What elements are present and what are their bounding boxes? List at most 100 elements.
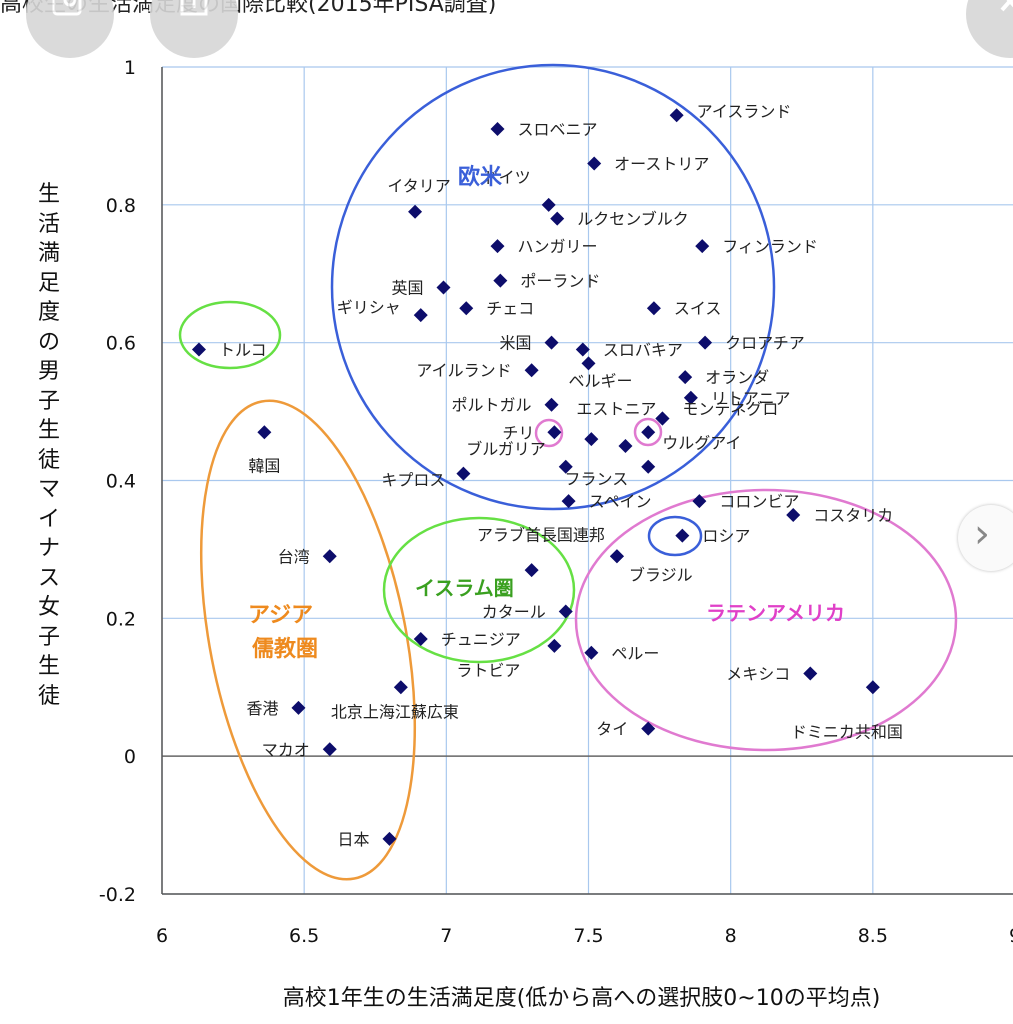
point-label: コスタリカ [813, 506, 893, 525]
data-point [865, 680, 880, 695]
point-label: カタール [482, 602, 546, 621]
data-point [669, 108, 684, 123]
data-point [678, 370, 693, 385]
axes: 6 6.5 7 7.5 8 8.5 9 -0.2 0 0.2 0.4 0.6 0.8 1 [99, 57, 1013, 947]
data-point [541, 197, 556, 212]
point-label: ポーランド [520, 272, 600, 291]
point-label: イタリア [387, 177, 450, 196]
point-label: スペイン [589, 492, 652, 511]
x-tick-label: 6 [156, 925, 168, 947]
x-tick-label: 6.5 [289, 925, 319, 947]
data-point [675, 528, 690, 543]
chevron-right-icon: › [974, 511, 990, 557]
point-label: ハンガリー [518, 237, 598, 256]
data-point [544, 335, 559, 350]
data-point [587, 156, 602, 171]
y-tick-label: 0.2 [106, 608, 136, 630]
close-icon [1000, 0, 1013, 12]
point-label: 米国 [500, 334, 532, 353]
point-label: クロアチア [725, 334, 805, 353]
y-tick-label: 1 [124, 57, 136, 79]
point-label: アイスランド [697, 102, 792, 121]
data-point [322, 549, 337, 564]
data-point [550, 211, 565, 226]
point-label: スイス [674, 299, 722, 318]
point-label: リトアニア [711, 389, 791, 408]
y-tick-label: 0.4 [106, 471, 136, 493]
point-label: メキシコ [726, 664, 790, 683]
x-tick-label: 8 [725, 925, 737, 947]
data-point [413, 308, 428, 323]
group-labels: 欧米 アジア 儒教圏 イスラム圏 ラテンアメリカ [248, 164, 845, 662]
data-point [575, 342, 590, 357]
data-point [490, 122, 505, 137]
data-point [257, 425, 272, 440]
data-point [581, 356, 596, 371]
data-point [191, 342, 206, 357]
point-label: スロバキア [603, 341, 683, 360]
point-label: アラブ首長国連邦 [477, 525, 605, 544]
data-point [436, 280, 451, 295]
ellipse-uruguay [633, 417, 663, 447]
data-point [695, 239, 710, 254]
point-label: オーストリア [614, 154, 709, 173]
data-point [641, 459, 656, 474]
point-label: ドイツ [483, 168, 531, 187]
next-image-button[interactable]: › [958, 505, 1013, 571]
point-label: 台湾 [278, 547, 310, 566]
point-label: チェコ [486, 299, 534, 318]
data-point [584, 432, 599, 447]
point-label: ロシア [702, 527, 750, 546]
point-label: スロベニア [518, 120, 598, 139]
point-label: ペルー [611, 644, 659, 663]
data-point [490, 239, 505, 254]
y-axis-label: 生活満足度の男子生徒マイナス女子生徒 [37, 182, 60, 709]
y-tick-label: 0.6 [106, 333, 136, 355]
point-label: ベルギー [569, 371, 633, 390]
point-label: マカオ [262, 740, 310, 759]
x-tick-label: 7.5 [573, 925, 603, 947]
point-label: 日本 [337, 830, 369, 849]
data-point [544, 397, 559, 412]
data-point [291, 700, 306, 715]
data-point [547, 425, 562, 440]
data-point [609, 549, 624, 564]
data-point [459, 301, 474, 316]
data-point [456, 466, 471, 481]
data-point [413, 632, 428, 647]
group-label-asia: アジア [248, 603, 313, 628]
image-icon [52, 0, 82, 16]
data-point [382, 831, 397, 846]
point-label: チリ [502, 423, 534, 442]
point-label: 韓国 [248, 456, 280, 475]
point-label: ブルガリア [466, 440, 546, 459]
point-label: エストニア [576, 399, 656, 418]
data-point [558, 459, 573, 474]
group-label-west: 欧米 [458, 164, 503, 190]
data-point [493, 273, 508, 288]
x-axis-label: 高校1年生の生活満足度(低から高への選択肢0~10の平均点) [282, 986, 881, 1011]
data-point [558, 604, 573, 619]
x-tick-label: 8.5 [858, 925, 888, 947]
point-label: アイルランド [416, 361, 511, 380]
point-label: 香港 [246, 699, 278, 718]
point-label: チュニジア [441, 630, 521, 649]
data-point [584, 645, 599, 660]
x-tick-label: 9 [1009, 925, 1013, 947]
data-point [547, 638, 562, 653]
group-label-latin: ラテンアメリカ [706, 601, 845, 625]
grid [161, 66, 1013, 895]
share-icon [180, 0, 208, 16]
group-label-confucian: 儒教圏 [252, 636, 318, 662]
point-label: トルコ [219, 341, 267, 360]
data-point [692, 494, 707, 509]
y-tick-label: -0.2 [99, 884, 136, 906]
data-point [322, 742, 337, 757]
data-point [641, 721, 656, 736]
group-label-islam: イスラム圏 [415, 576, 514, 600]
point-label: ルクセンブルク [577, 210, 689, 229]
data-point [803, 666, 818, 681]
data-point [561, 494, 576, 509]
y-tick-label: 0 [124, 746, 136, 768]
